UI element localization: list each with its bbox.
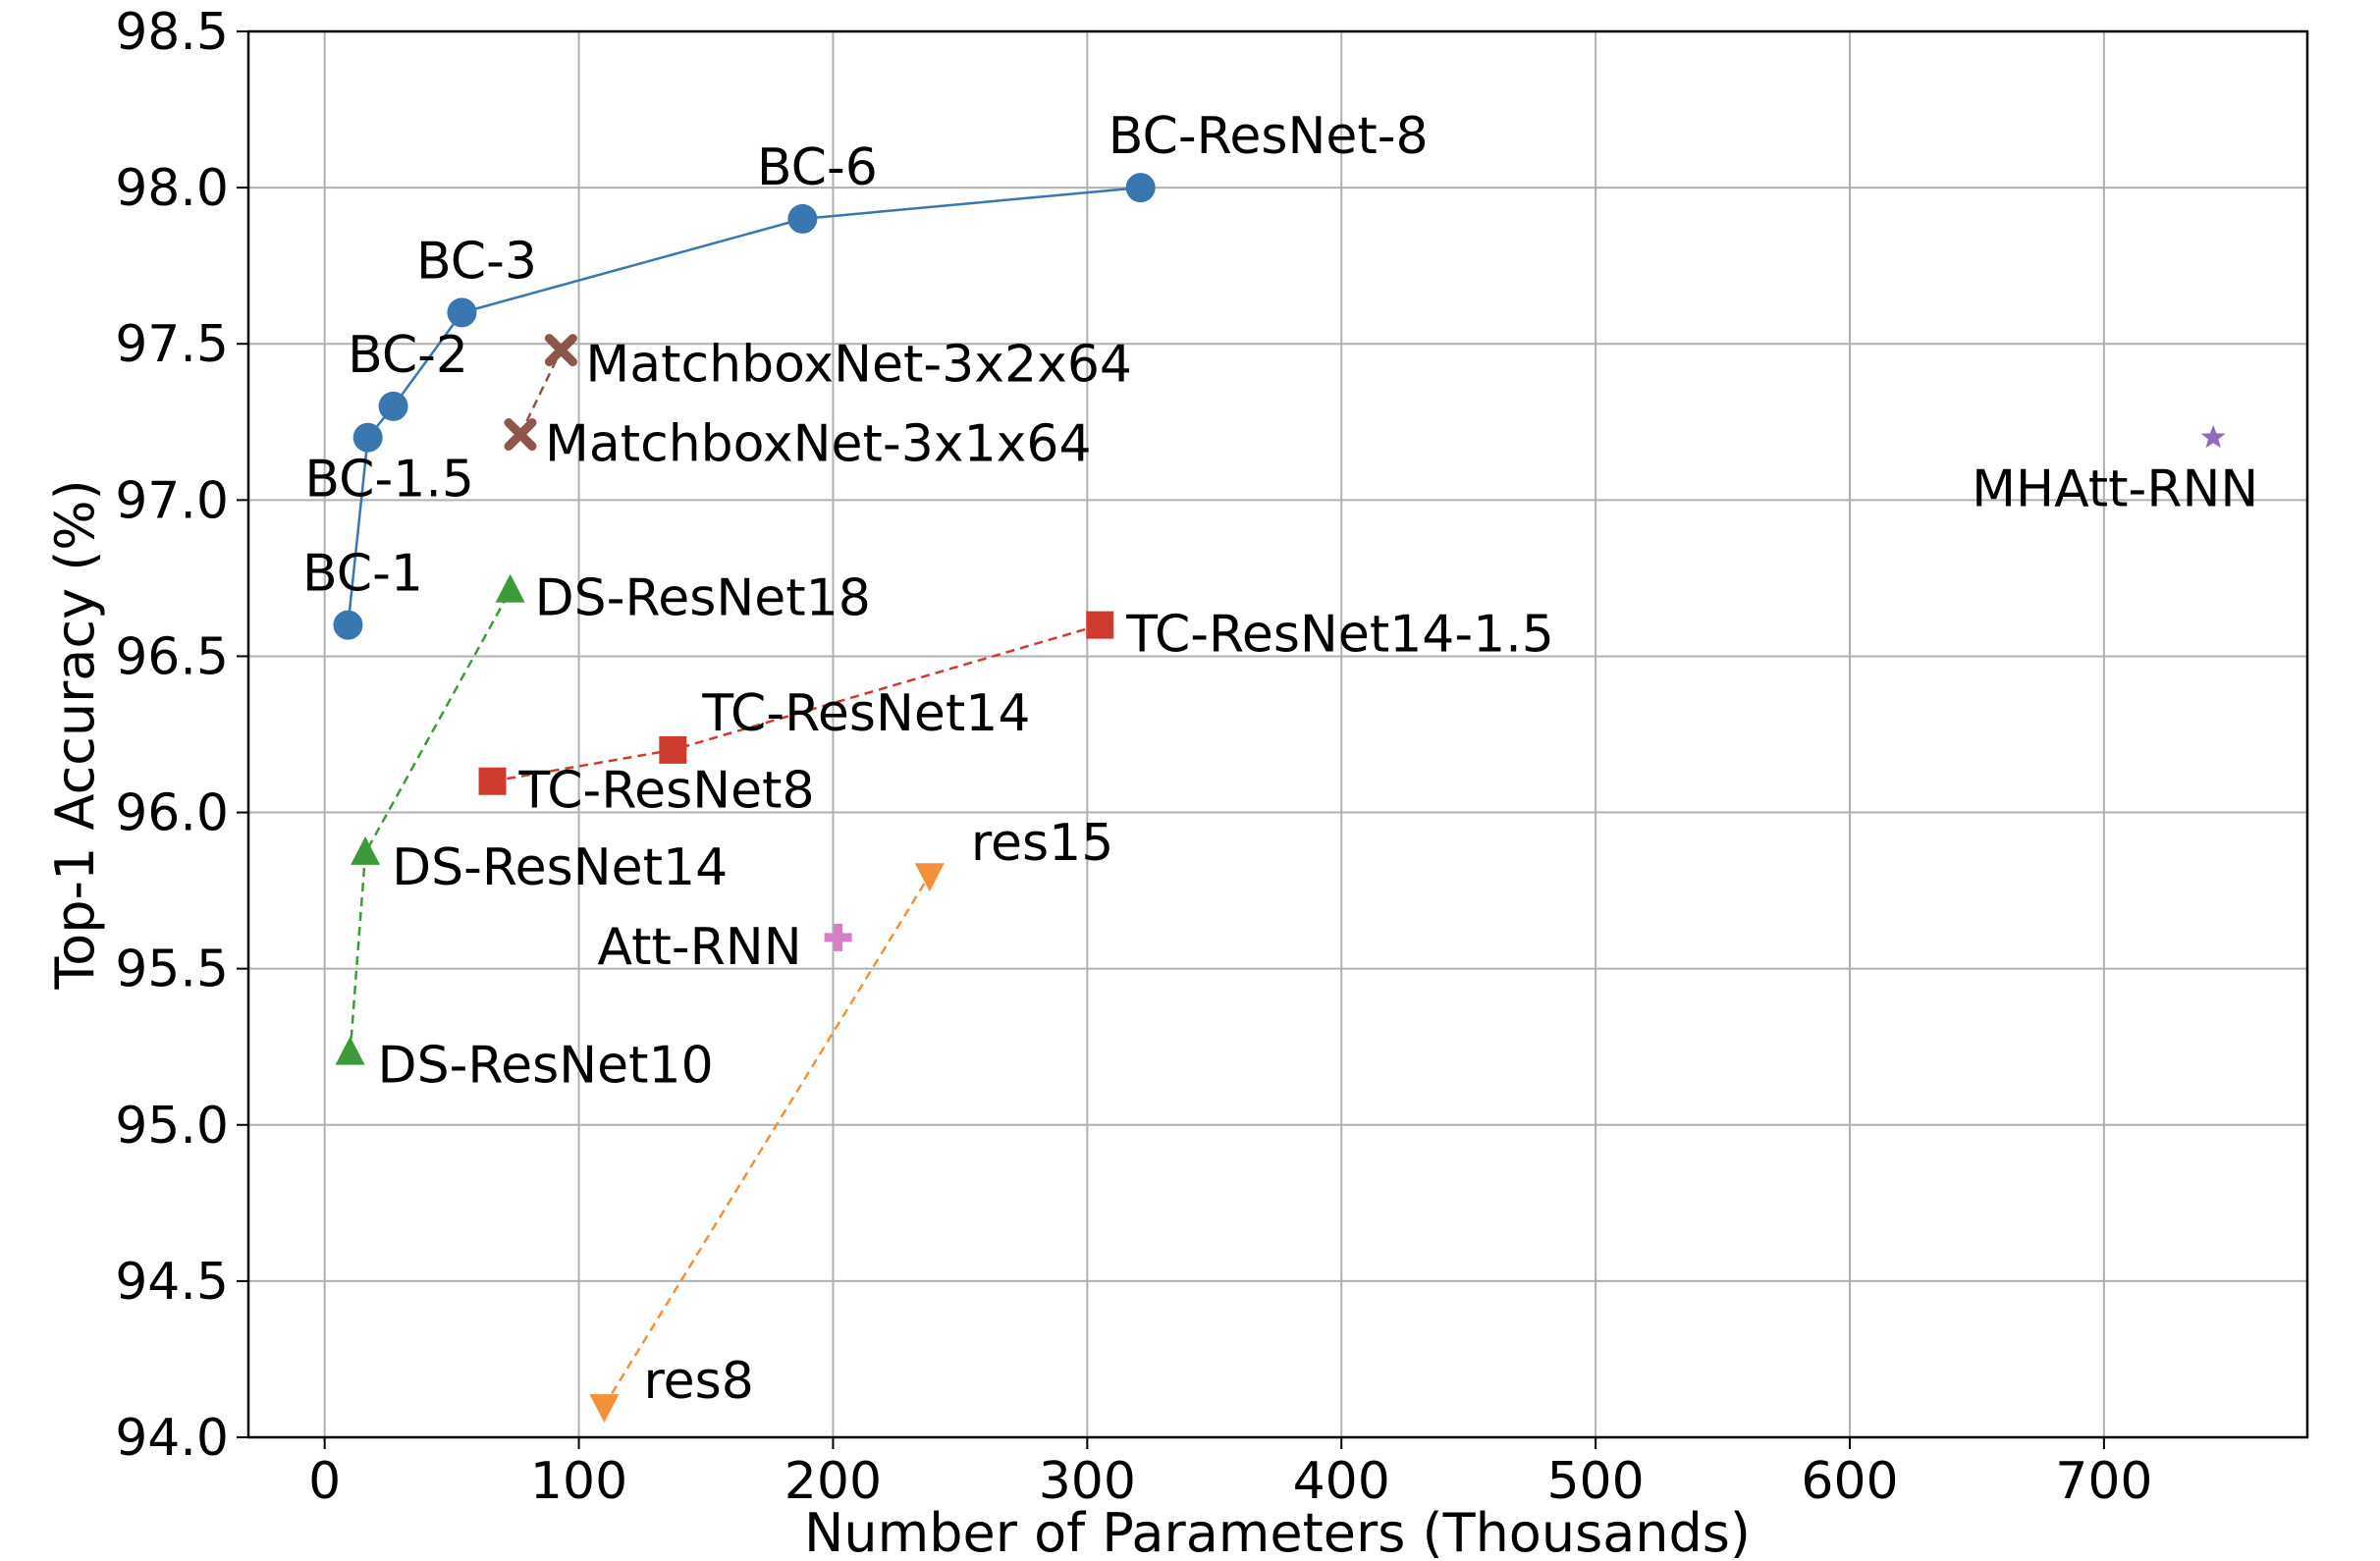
point-label: BC-1 [302, 545, 423, 604]
ds-resnet-marker [351, 835, 381, 865]
point-label: DS-ResNet18 [535, 569, 871, 628]
x-tick-label: 300 [1039, 1452, 1136, 1511]
point-label: TC-ResNet14 [701, 684, 1030, 743]
point-label: DS-ResNet14 [392, 838, 728, 897]
bc-resnet-marker [787, 203, 818, 234]
bc-resnet-marker [333, 610, 363, 640]
x-axis-label: Number of Parameters (Thousands) [804, 1502, 1751, 1561]
ds-resnet-line [349, 589, 512, 1053]
tick-labels: 0 100 200 300 400 500 600 700 94.0 94.5 95.0 95.5 96… [115, 3, 2152, 1511]
point-label: BC-6 [757, 138, 878, 197]
point-label: res15 [971, 814, 1114, 873]
bc-resnet-marker [352, 422, 383, 453]
point-label: MatchboxNet-3x2x64 [585, 336, 1132, 395]
y-tick-label: 98.5 [115, 3, 229, 62]
tc-resnet-marker [1086, 611, 1114, 639]
tc-resnet-marker [478, 767, 507, 795]
bc-resnet-line [347, 186, 1141, 625]
x-tick-label: 600 [1801, 1452, 1898, 1511]
point-label: BC-ResNet-8 [1109, 107, 1429, 166]
ds-resnet-marker [495, 573, 525, 603]
point-label: DS-ResNet10 [378, 1037, 714, 1096]
point-label: res8 [643, 1352, 753, 1411]
series-markers [333, 173, 2226, 1424]
res-line [603, 874, 931, 1407]
point-label: BC-3 [416, 232, 537, 291]
y-tick-label: 96.0 [115, 784, 229, 843]
y-tick-label: 94.0 [115, 1409, 229, 1468]
ds-resnet-marker [335, 1036, 365, 1065]
point-labels: BC-1 BC-1.5 BC-2 BC-3 BC-6 BC-ResNet-8 Matchbo… [302, 107, 2258, 1411]
x-tick-label: 0 [308, 1452, 341, 1511]
bc-resnet-marker [1125, 173, 1156, 203]
matchboxnet-marker [504, 418, 537, 452]
y-tick-label: 97.0 [115, 471, 229, 530]
x-tick-label: 700 [2055, 1452, 2152, 1511]
x-tick-label: 500 [1546, 1452, 1644, 1511]
matchboxnet-marker [544, 334, 577, 367]
tc-resnet-marker [659, 735, 687, 764]
point-label: TC-ResNet14-1.5 [1125, 606, 1554, 665]
point-label: MHAtt-RNN [1972, 460, 2258, 519]
y-tick-label: 95.5 [115, 941, 229, 999]
x-tick-label: 100 [530, 1452, 627, 1511]
point-label: BC-1.5 [304, 451, 474, 510]
x-tick-label: 400 [1293, 1452, 1390, 1511]
point-label: Att-RNN [597, 918, 801, 977]
x-tick-label: 200 [784, 1452, 882, 1511]
point-label: TC-ResNet8 [518, 762, 815, 821]
mhatt-rnn-marker [2200, 424, 2226, 449]
grid [248, 30, 2307, 1438]
y-tick-label: 94.5 [115, 1253, 229, 1312]
y-axis-label: Top-1 Accuracy (%) [44, 479, 106, 990]
bc-resnet-marker [447, 297, 477, 328]
point-label: BC-2 [348, 326, 468, 385]
att-rnn-marker [824, 923, 852, 951]
plot-frame [246, 29, 2309, 1439]
matchboxnet-line [518, 350, 563, 436]
res-marker [589, 1394, 620, 1424]
y-tick-label: 95.0 [115, 1097, 229, 1156]
y-tick-label: 96.5 [115, 627, 229, 686]
res-marker [914, 863, 945, 892]
bc-resnet-marker [378, 391, 408, 421]
y-tick-label: 97.5 [115, 315, 229, 374]
y-tick-label: 98.0 [115, 159, 229, 218]
point-label: MatchboxNet-3x1x64 [545, 415, 1092, 474]
